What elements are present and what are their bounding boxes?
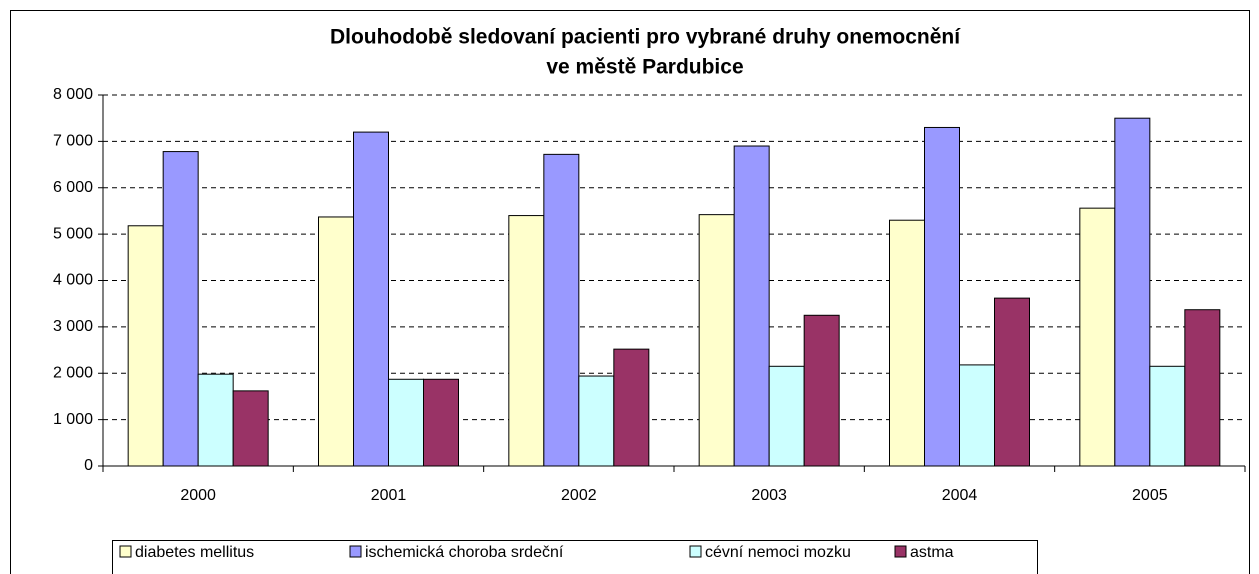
y-tick-label: 7 000 [53,133,93,150]
legend-swatch [119,545,132,558]
y-tick-label: 5 000 [53,225,93,242]
bar [959,364,995,467]
legend-label: ischemická choroba srdeční [365,544,564,561]
bar [508,215,545,467]
bar [698,214,735,467]
y-tick-label: 4 000 [53,272,93,289]
y-tick-label: 2 000 [53,364,93,381]
chart-title: ve městě Pardubice [546,56,743,79]
bar [924,126,960,467]
x-tick-label: 2002 [561,487,597,504]
legend-label: astma [910,544,954,561]
legend [112,540,1038,574]
bar [768,365,805,467]
y-tick-label: 8 000 [53,86,93,103]
legend-label: cévní nemoci mozku [705,544,851,561]
bar [578,375,615,467]
bar [423,378,459,467]
y-tick-label: 0 [84,457,93,474]
y-tick-label: 3 000 [53,318,93,335]
bar [1114,117,1151,467]
y-tick-label: 6 000 [53,179,93,196]
chart-frame [10,10,1250,574]
bar [388,378,424,467]
legend-label: diabetes mellitus [135,544,254,561]
chart-title: Dlouhodobě sledovaní pacienti pro vybran… [330,26,961,49]
bar [232,390,269,467]
bar [1079,207,1116,467]
x-tick-label: 2001 [371,487,407,504]
bar [733,145,770,467]
x-tick-label: 2005 [1132,487,1168,504]
legend-swatch [894,545,907,558]
bar [889,219,925,467]
bar [127,225,164,467]
legend-swatch [689,545,702,558]
x-tick-label: 2003 [751,487,787,504]
bar [1184,309,1221,467]
bar [1149,365,1186,467]
x-tick-label: 2004 [942,487,978,504]
bar [162,151,199,467]
x-tick-label: 2000 [180,487,216,504]
bar [803,314,840,467]
bar [543,153,580,467]
bar [613,348,650,467]
bar [353,131,389,467]
legend-swatch [349,545,362,558]
bar [318,216,354,467]
bar [994,297,1030,467]
bar [197,373,234,467]
y-tick-label: 1 000 [53,411,93,428]
